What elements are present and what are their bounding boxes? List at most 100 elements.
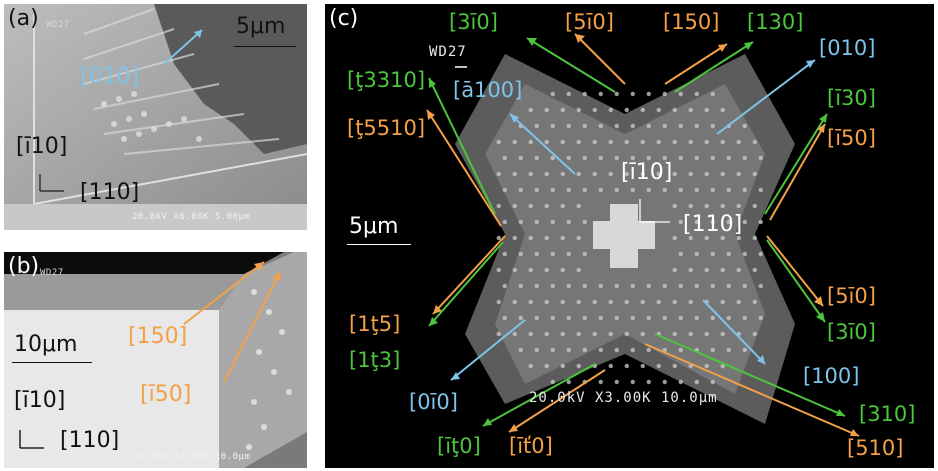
crystal-dot (758, 315, 763, 321)
crystal-dot (518, 251, 523, 257)
crystal-dot (566, 123, 571, 129)
crystal-dot (592, 107, 597, 113)
crystal-dot (534, 187, 539, 193)
crystal-dot (560, 267, 565, 273)
label-b-m100: [ā100] (453, 78, 523, 102)
crystal-dot (534, 315, 539, 321)
crystal-dot (550, 347, 555, 353)
crystal-dot (518, 219, 523, 225)
crystal-dot (694, 219, 699, 225)
label-g-130: [130] (747, 10, 804, 34)
crystal-dot (742, 347, 747, 353)
crystal-dot (534, 283, 539, 289)
crystal-dot (742, 283, 747, 289)
crystal-dot (726, 187, 731, 193)
crystal-dot (742, 155, 747, 161)
crystal-dot (646, 315, 651, 321)
crystal-dot (566, 283, 571, 289)
crystal-dot (656, 139, 661, 145)
crystal-dot (726, 283, 731, 289)
crystal-dot (502, 315, 507, 321)
crystal-dot (720, 171, 725, 177)
label-o-m510-top: [5ī0] (565, 10, 614, 34)
crystal-dot (496, 171, 501, 177)
crystal-dot (566, 91, 571, 97)
crystal-dot (534, 155, 539, 161)
crystal-dot (598, 283, 603, 289)
panel-b: (b) WD27 10μm [150] [ī50] [ī10] [110] 20… (4, 252, 307, 468)
crystal-dot (694, 187, 699, 193)
arrow-g-m310-left (428, 77, 496, 215)
crystal-dot (694, 155, 699, 161)
crystal-dot (672, 107, 677, 113)
crystal-dot (710, 347, 715, 353)
crystal-dot (528, 267, 533, 273)
crystal-dot (502, 251, 507, 257)
crystal-dot (614, 347, 619, 353)
crystal-dot (710, 123, 715, 129)
crystal-dot (694, 379, 699, 385)
crystal-dot (752, 235, 757, 241)
panel-c: (c) WD27 5μm [ī10] [110] 20.0kV X3.00K 1… (325, 4, 934, 468)
crystal-dot (688, 171, 693, 177)
crystal-dot (534, 347, 539, 353)
crystal-dot (688, 235, 693, 241)
crystal-dot (512, 235, 517, 241)
label-o-m1m50: [īť0] (509, 434, 553, 458)
crystal-dot (608, 139, 613, 145)
crystal-dot (614, 187, 619, 193)
arrow-o-m510-left (426, 109, 502, 227)
crystal-dot (582, 91, 587, 97)
crystal-dot (544, 203, 549, 209)
arrow-g-3m10-right (766, 239, 826, 323)
crystal-dot (656, 299, 661, 305)
crystal-dot (582, 123, 587, 129)
crystal-dot (710, 91, 715, 97)
crystal-dot (496, 267, 501, 273)
crystal-dot (688, 203, 693, 209)
crystal-dot (678, 283, 683, 289)
arrow-o-5m10-right (766, 235, 824, 307)
crystal-dot (704, 171, 709, 177)
crystal-dot (576, 267, 581, 273)
crystal-dot (512, 267, 517, 273)
crystal-dot (624, 107, 629, 113)
crystal-dot (624, 299, 629, 305)
crystal-dot (752, 171, 757, 177)
crystal-dot (752, 331, 757, 337)
crystal-dot (592, 299, 597, 305)
arrow-o-m150-right (769, 123, 826, 221)
arrow-o-150 (664, 43, 728, 85)
panel-c-wd: WD27 (429, 44, 467, 60)
crystal-dot (512, 171, 517, 177)
panel-a-scale-label: 5μm (236, 14, 286, 39)
crystal-dot (582, 283, 587, 289)
crystal-dot (742, 251, 747, 257)
crystal-dot (566, 251, 571, 257)
crystal-dot (646, 123, 651, 129)
crystal-dot (662, 187, 667, 193)
crystal-dot (720, 139, 725, 145)
crystal-dot (566, 379, 571, 385)
panel-c-sem-image (325, 4, 934, 468)
panel-a-label-010: [010] (80, 64, 140, 89)
panel-a-sem-info: 20.0kV X6.00K 5.00μm (132, 212, 251, 222)
crystal-dot (534, 219, 539, 225)
crystal-dot (544, 299, 549, 305)
crystal-dot (560, 203, 565, 209)
crystal-dot (736, 139, 741, 145)
crystal-dot (512, 299, 517, 305)
crystal-dot (560, 331, 565, 337)
crystal-dot (758, 155, 763, 161)
arrow-o-1m50-left (432, 235, 506, 315)
crystal-dot (704, 331, 709, 337)
arrow-m150 (223, 271, 281, 383)
crystal-dot (502, 155, 507, 161)
crystal-dot (646, 155, 651, 161)
crystal-dot (502, 219, 507, 225)
crystal-dot (518, 155, 523, 161)
crystal-dot (630, 283, 635, 289)
crystal-dot (678, 347, 683, 353)
crystal-dot (534, 123, 539, 129)
crystal-dot (544, 267, 549, 273)
